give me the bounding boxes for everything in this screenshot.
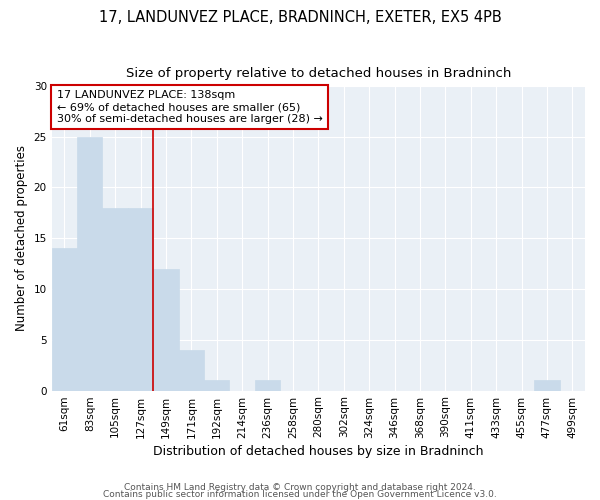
Text: Contains HM Land Registry data © Crown copyright and database right 2024.: Contains HM Land Registry data © Crown c… [124,484,476,492]
Y-axis label: Number of detached properties: Number of detached properties [15,145,28,331]
Bar [77,136,103,390]
Bar [204,380,229,390]
Title: Size of property relative to detached houses in Bradninch: Size of property relative to detached ho… [125,68,511,80]
Bar [179,350,204,391]
Text: 17 LANDUNVEZ PLACE: 138sqm
← 69% of detached houses are smaller (65)
30% of semi: 17 LANDUNVEZ PLACE: 138sqm ← 69% of deta… [57,90,323,124]
Bar [534,380,560,390]
Bar [255,380,280,390]
Bar [128,208,153,390]
Bar [153,268,179,390]
Text: Contains public sector information licensed under the Open Government Licence v3: Contains public sector information licen… [103,490,497,499]
Bar [103,208,128,390]
Text: 17, LANDUNVEZ PLACE, BRADNINCH, EXETER, EX5 4PB: 17, LANDUNVEZ PLACE, BRADNINCH, EXETER, … [98,10,502,25]
X-axis label: Distribution of detached houses by size in Bradninch: Distribution of detached houses by size … [153,444,484,458]
Bar [52,248,77,390]
